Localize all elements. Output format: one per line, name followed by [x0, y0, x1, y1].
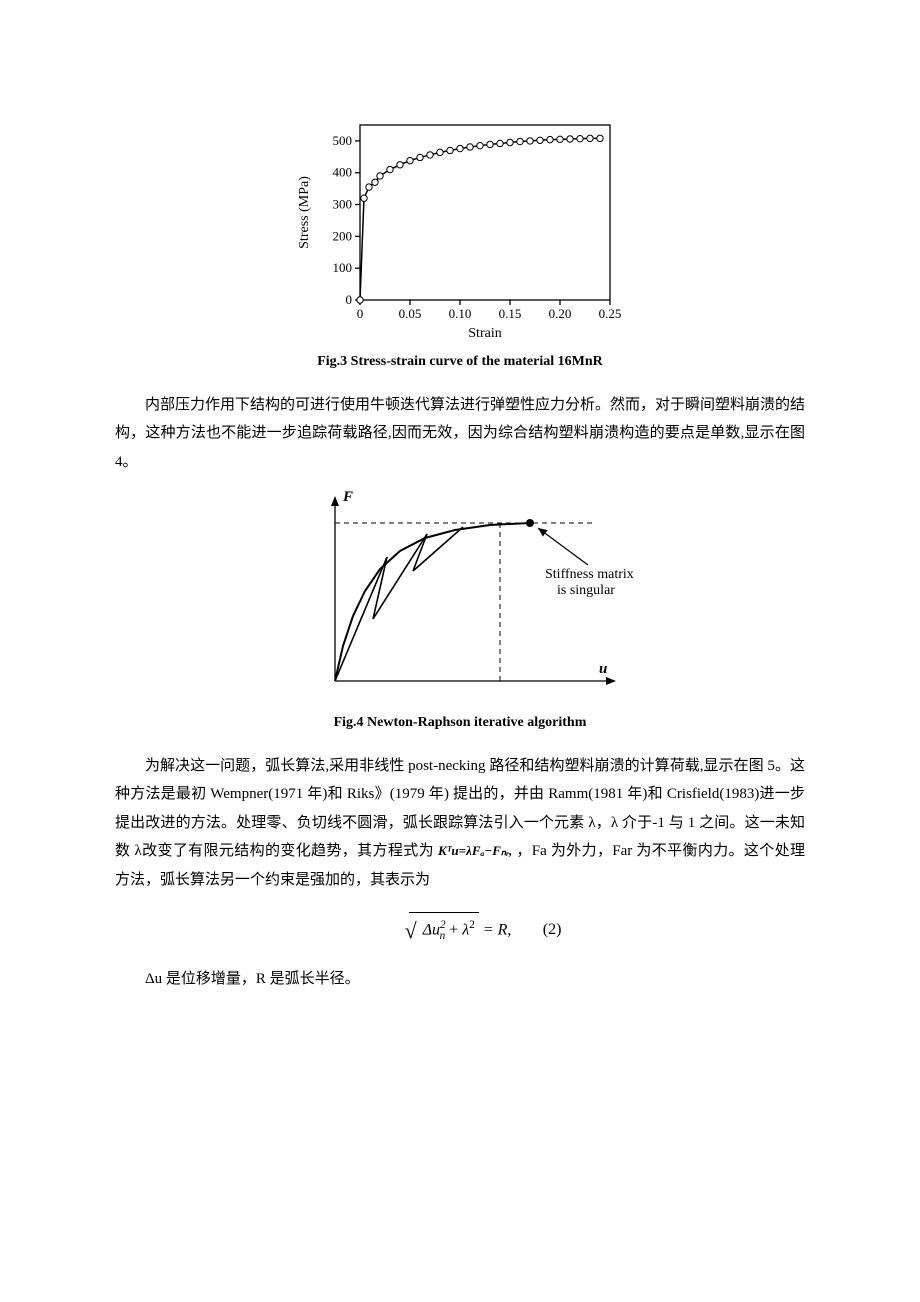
svg-text:100: 100 [333, 260, 353, 275]
fig3-caption: Fig.3 Stress-strain curve of the materia… [115, 349, 805, 376]
paragraph-2: 为解决这一问题，弧长算法,采用非线性 post-necking 路径和结构塑料崩… [115, 752, 805, 895]
svg-text:F: F [342, 489, 353, 505]
svg-text:0.15: 0.15 [499, 306, 522, 321]
figure-4: Fu Stiffness matrixis singular Fig.4 Newt… [115, 486, 805, 737]
svg-text:is singular: is singular [557, 583, 615, 598]
equation-2: Δu2n + λ2 = R, (2) [115, 912, 805, 947]
svg-text:300: 300 [333, 197, 353, 212]
svg-text:0: 0 [346, 292, 353, 307]
svg-text:400: 400 [333, 165, 353, 180]
fig3-chart: 0 100 200 300 400 500 0 0.05 0.10 0.15 0.20 0.25 Str… [290, 110, 630, 345]
paragraph-3: Δu 是位移增量，R 是弧长半径。 [115, 965, 805, 994]
eq2-sqrt: Δu2n + λ2 [409, 912, 479, 947]
svg-text:0: 0 [357, 306, 364, 321]
svg-text:Strain: Strain [468, 326, 501, 341]
svg-text:0.20: 0.20 [549, 306, 572, 321]
svg-text:500: 500 [333, 133, 353, 148]
svg-text:200: 200 [333, 228, 353, 243]
svg-text:0.10: 0.10 [449, 306, 472, 321]
svg-text:0.05: 0.05 [399, 306, 422, 321]
svg-text:Stiffness matrix: Stiffness matrix [545, 567, 634, 582]
fig4-caption: Fig.4 Newton-Raphson iterative algorithm [115, 710, 805, 737]
svg-text:0.25: 0.25 [599, 306, 622, 321]
inline-equation: Kᵀu=λFₐ−Fₙᵣ, [438, 843, 512, 858]
eq2-number: (2) [543, 914, 562, 944]
paragraph-1: 内部压力作用下结构的可进行使用牛顿迭代算法进行弹塑性应力分析。然而，对于瞬间塑料… [115, 391, 805, 477]
svg-text:u: u [599, 661, 607, 677]
figure-3: 0 100 200 300 400 500 0 0.05 0.10 0.15 0.20 0.25 Str… [115, 110, 805, 376]
eq2-rhs: = R, [483, 922, 512, 939]
svg-text:Stress (MPa): Stress (MPa) [297, 176, 312, 249]
fig4-diagram: Fu Stiffness matrixis singular [280, 486, 640, 706]
page: 0 100 200 300 400 500 0 0.05 0.10 0.15 0.20 0.25 Str… [0, 0, 920, 1063]
